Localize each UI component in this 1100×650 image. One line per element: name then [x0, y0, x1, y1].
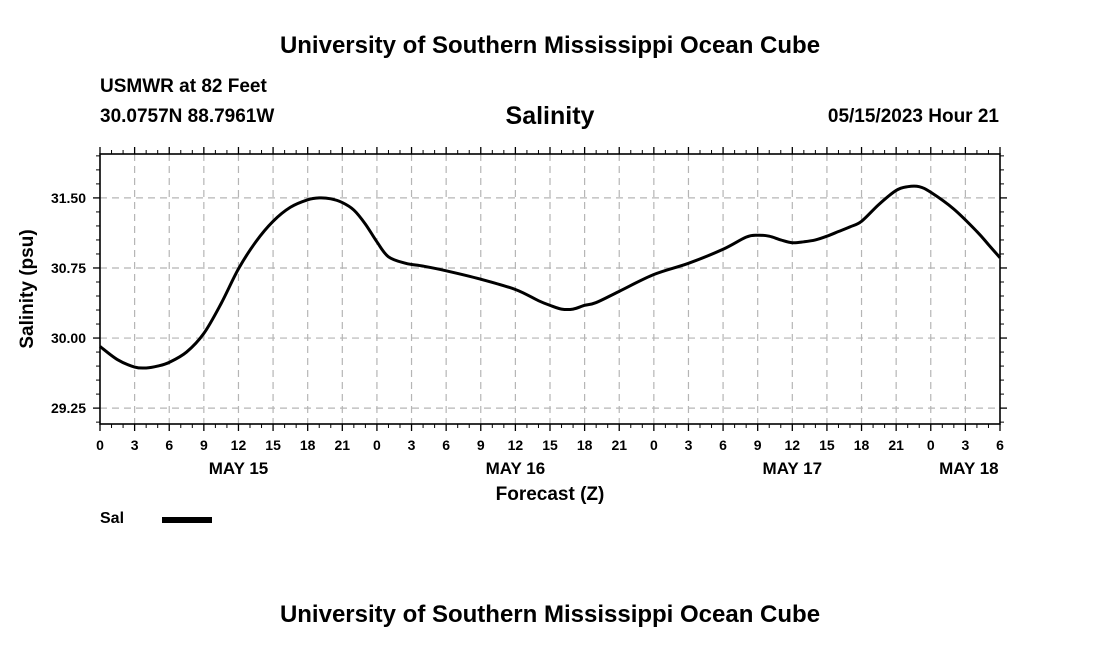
- x-day-label: MAY 16: [486, 459, 546, 478]
- y-axis-label: Salinity (psu): [17, 229, 38, 348]
- x-tick-label: 3: [961, 437, 969, 453]
- x-tick-label: 18: [577, 437, 593, 453]
- x-tick-label: 18: [300, 437, 316, 453]
- x-tick-label: 12: [231, 437, 247, 453]
- x-tick-label: 9: [477, 437, 485, 453]
- y-tick-label: 31.50: [51, 190, 86, 206]
- x-tick-label: 12: [508, 437, 524, 453]
- x-axis-label: Forecast (Z): [496, 484, 605, 505]
- x-tick-label: 0: [96, 437, 104, 453]
- x-day-label: MAY 17: [763, 459, 823, 478]
- y-tick-label: 30.75: [51, 260, 86, 276]
- y-tick-label: 29.25: [51, 400, 86, 416]
- x-day-label: MAY 18: [939, 459, 999, 478]
- x-tick-label: 0: [373, 437, 381, 453]
- run-time: 05/15/2023 Hour 21: [827, 106, 999, 127]
- x-tick-label: 6: [996, 437, 1004, 453]
- x-tick-label: 0: [927, 437, 935, 453]
- x-tick-label: 3: [685, 437, 693, 453]
- x-tick-label: 18: [854, 437, 870, 453]
- x-tick-label: 6: [719, 437, 727, 453]
- x-tick-label: 21: [611, 437, 627, 453]
- top-title: University of Southern Mississippi Ocean…: [279, 32, 821, 59]
- x-tick-label: 9: [200, 437, 208, 453]
- x-day-label: MAY 15: [209, 459, 269, 478]
- x-tick-label: 9: [754, 437, 762, 453]
- y-tick-label: 30.00: [51, 330, 86, 346]
- series-line-sal: [99, 184, 1002, 370]
- x-tick-label: 15: [265, 437, 281, 453]
- x-tick-label: 21: [888, 437, 904, 453]
- x-tick-label: 6: [165, 437, 173, 453]
- station-name: USMWR at 82 Feet: [100, 76, 267, 97]
- legend-line-swatch: [162, 517, 212, 523]
- x-tick-label: 21: [335, 437, 351, 453]
- chart-title: Salinity: [505, 102, 595, 130]
- legend-label: Sal: [100, 510, 125, 527]
- x-tick-label: 3: [131, 437, 139, 453]
- x-tick-label: 15: [542, 437, 558, 453]
- x-tick-label: 6: [442, 437, 450, 453]
- bottom-title: University of Southern Mississippi Ocean…: [279, 601, 821, 628]
- x-tick-label: 15: [819, 437, 835, 453]
- x-tick-label: 3: [408, 437, 416, 453]
- x-tick-label: 12: [785, 437, 801, 453]
- x-tick-label: 0: [650, 437, 658, 453]
- station-coordinates: 30.0757N 88.7961W: [100, 106, 275, 127]
